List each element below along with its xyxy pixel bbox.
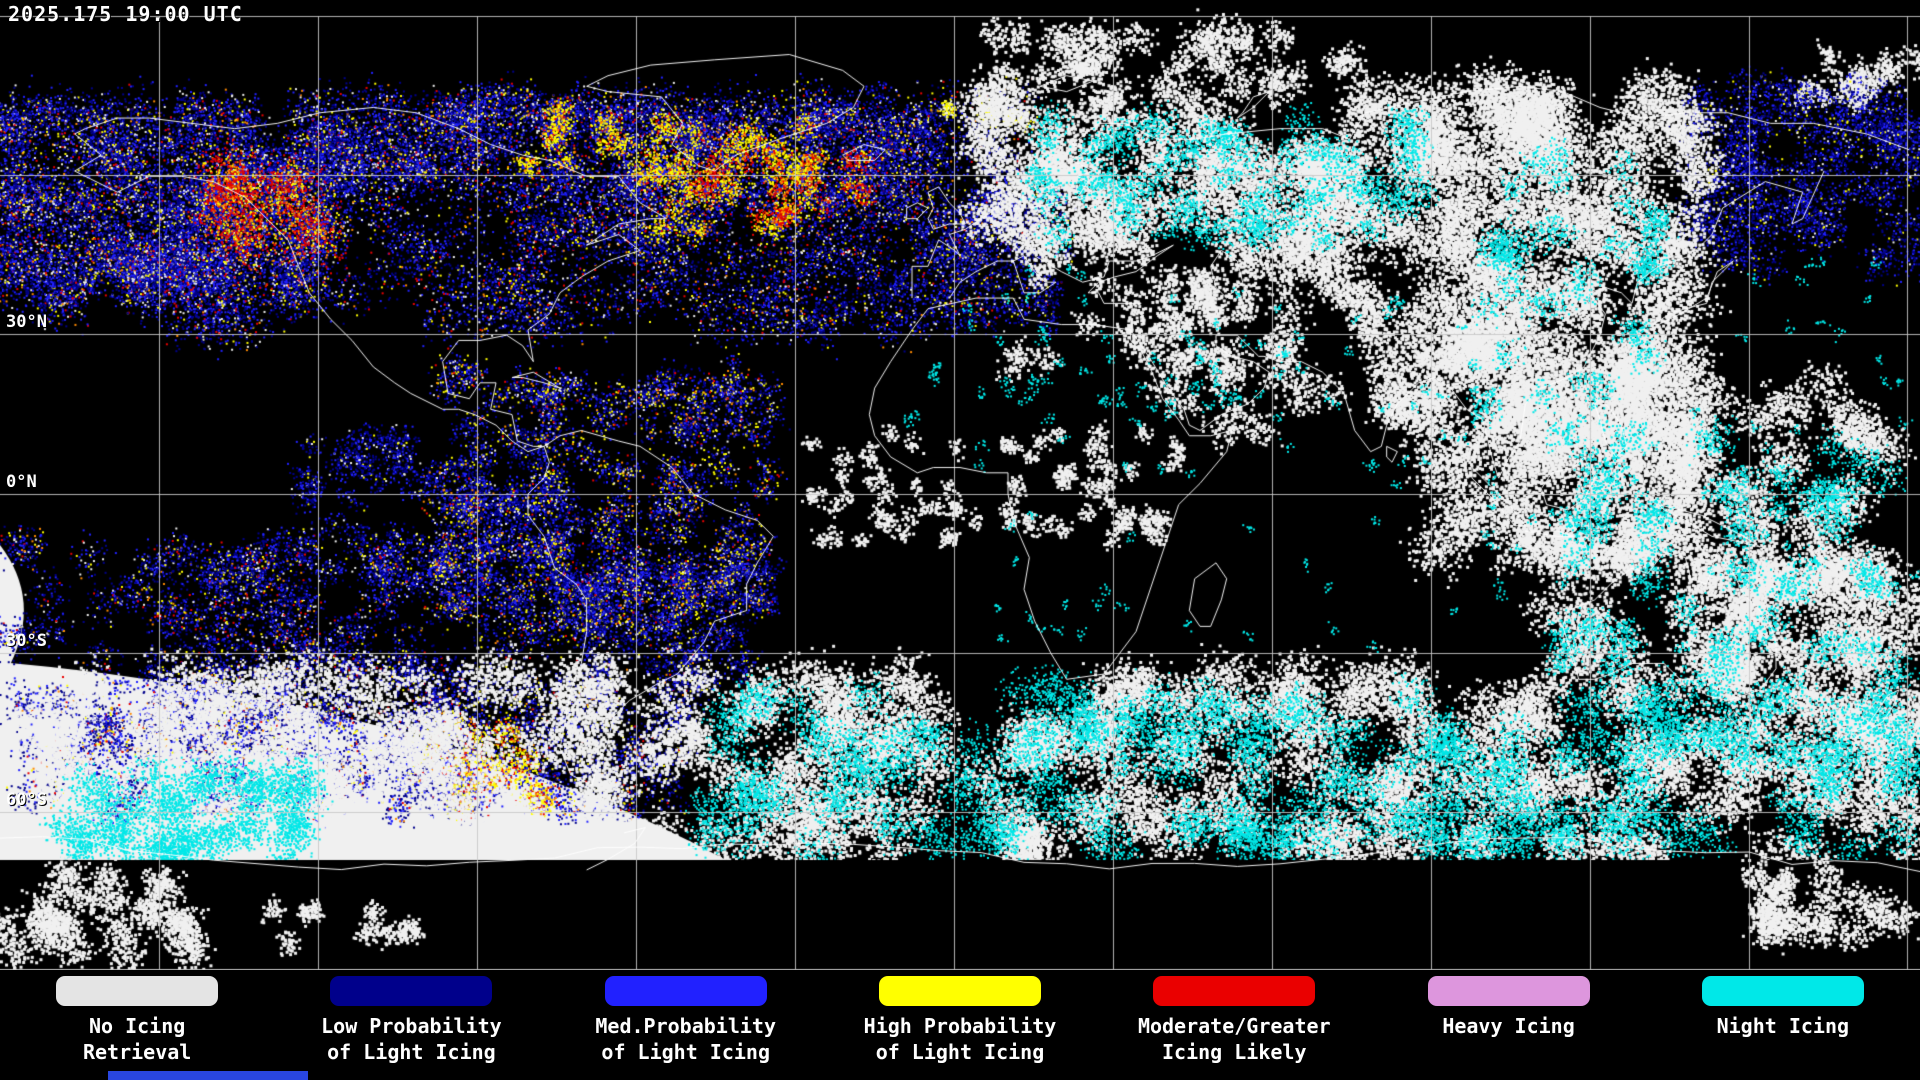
- latitude-label: 0°N: [6, 472, 37, 492]
- latitude-label: 60°S: [6, 790, 47, 810]
- legend-label-line: High Probability: [863, 1014, 1057, 1038]
- latitude-label: 30°N: [6, 312, 47, 332]
- legend-label: Med.Probability of Light Icing: [595, 1013, 776, 1065]
- legend-item: High Probability of Light Icing: [823, 970, 1097, 1080]
- legend-item: Night Icing: [1646, 970, 1920, 1080]
- legend-swatch: [1701, 976, 1864, 1006]
- latitude-label: 30°S: [6, 631, 47, 651]
- legend-swatch: [604, 976, 767, 1006]
- legend-label: High Probability of Light Icing: [864, 1013, 1057, 1065]
- map-area: 2025.175 19:00 UTC 30°N 0°N 30°S 60°S: [0, 0, 1920, 970]
- legend-label-line: Low Probability: [321, 1014, 502, 1038]
- timestamp: 2025.175 19:00 UTC: [8, 2, 243, 26]
- legend-swatch: [1427, 976, 1590, 1006]
- legend-label: Moderate/Greater Icing Likely: [1138, 1013, 1331, 1065]
- legend-label-line: Moderate/Greater: [1137, 1014, 1331, 1038]
- legend-label-line: of Light Icing: [327, 1040, 496, 1064]
- legend-label: No Icing Retrieval: [83, 1013, 191, 1065]
- legend-label-line: Med.Probability: [595, 1014, 777, 1038]
- legend-label: Night Icing: [1717, 1013, 1849, 1039]
- legend-item: No Icing Retrieval: [0, 970, 274, 1080]
- legend-swatch: [878, 976, 1041, 1006]
- legend-item: Low Probability of Light Icing: [274, 970, 548, 1080]
- legend-label-line: Icing Likely: [1162, 1040, 1307, 1064]
- bottom-left-blue-bar: [108, 1071, 308, 1080]
- global-icing-map-canvas: [0, 0, 1920, 970]
- legend-swatch: [1153, 976, 1316, 1006]
- legend-label-line: of Light Icing: [875, 1040, 1045, 1064]
- legend-label-line: Retrieval: [82, 1040, 192, 1064]
- legend-item: Med.Probability of Light Icing: [549, 970, 823, 1080]
- legend-item: Moderate/Greater Icing Likely: [1097, 970, 1371, 1080]
- legend-label-line: No Icing: [88, 1014, 186, 1038]
- legend-label-line: Heavy Icing: [1442, 1014, 1575, 1038]
- legend-label: Low Probability of Light Icing: [321, 1013, 502, 1065]
- legend-label: Heavy Icing: [1442, 1013, 1574, 1039]
- legend-item: Heavy Icing: [1371, 970, 1645, 1080]
- legend-bar: No Icing Retrieval Low Probability of Ligh…: [0, 970, 1920, 1080]
- legend-label-line: Night Icing: [1716, 1014, 1850, 1038]
- legend-label-line: of Light Icing: [601, 1040, 770, 1064]
- legend-swatch: [56, 976, 219, 1006]
- legend-swatch: [330, 976, 493, 1006]
